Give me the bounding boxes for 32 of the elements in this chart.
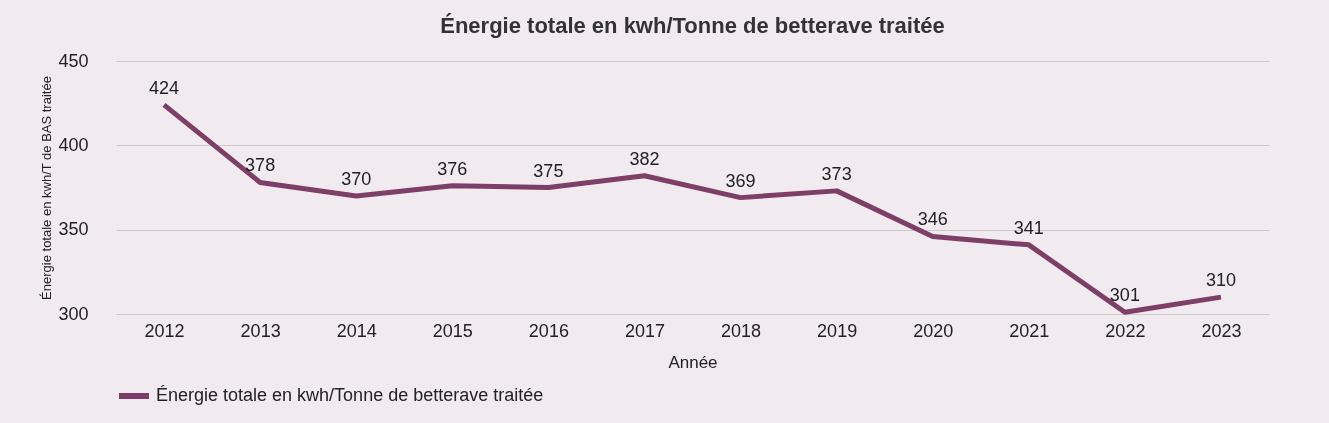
legend-label: Énergie totale en kwh/Tonne de betterave traitée: [156, 385, 544, 405]
data-label: 341: [1013, 217, 1044, 238]
y-tick-label: 350: [58, 219, 89, 240]
x-tick-label: 2013: [240, 320, 281, 341]
data-label: 370: [341, 168, 372, 189]
data-label: 376: [437, 158, 468, 179]
y-tick-label: 400: [58, 134, 89, 155]
chart-title: Énergie totale en kwh/Tonne de betterave traitée: [440, 13, 945, 38]
y-axis-title: Énergie totale en kwh/T de BAS traitée: [39, 76, 55, 300]
y-tick-label: 300: [58, 303, 89, 324]
x-axis-title: Année: [668, 352, 718, 372]
y-tick-label: 450: [58, 50, 89, 71]
x-tick-label: 2016: [528, 320, 569, 341]
x-tick-label: 2015: [432, 320, 473, 341]
data-label: 310: [1205, 270, 1236, 291]
data-label: 373: [821, 163, 852, 184]
x-tick-label: 2019: [817, 320, 858, 341]
x-tick-label: 2023: [1201, 320, 1242, 341]
data-label: 378: [245, 155, 276, 176]
data-label: 301: [1109, 285, 1140, 306]
data-label: 375: [533, 160, 564, 181]
x-tick-label: 2014: [336, 320, 377, 341]
data-label: 346: [917, 209, 948, 230]
data-label: 369: [725, 170, 756, 191]
x-tick-label: 2017: [624, 320, 665, 341]
x-tick-label: 2012: [144, 320, 185, 341]
data-label: 424: [149, 77, 180, 98]
x-tick-label: 2022: [1105, 320, 1146, 341]
data-label: 382: [629, 148, 660, 169]
x-tick-label: 2020: [913, 320, 954, 341]
x-tick-label: 2021: [1009, 320, 1050, 341]
x-tick-label: 2018: [721, 320, 762, 341]
